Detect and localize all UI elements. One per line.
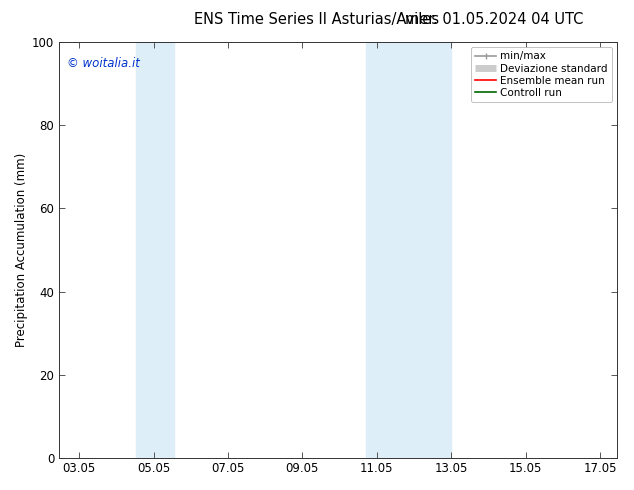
Y-axis label: Precipitation Accumulation (mm): Precipitation Accumulation (mm) <box>15 153 28 347</box>
Text: mer. 01.05.2024 04 UTC: mer. 01.05.2024 04 UTC <box>405 12 584 27</box>
Legend: min/max, Deviazione standard, Ensemble mean run, Controll run: min/max, Deviazione standard, Ensemble m… <box>471 47 612 102</box>
Text: ENS Time Series II Asturias/Aviles: ENS Time Series II Asturias/Aviles <box>195 12 439 27</box>
Bar <box>136 42 174 458</box>
Bar <box>366 42 451 458</box>
Text: © woitalia.it: © woitalia.it <box>67 57 140 70</box>
